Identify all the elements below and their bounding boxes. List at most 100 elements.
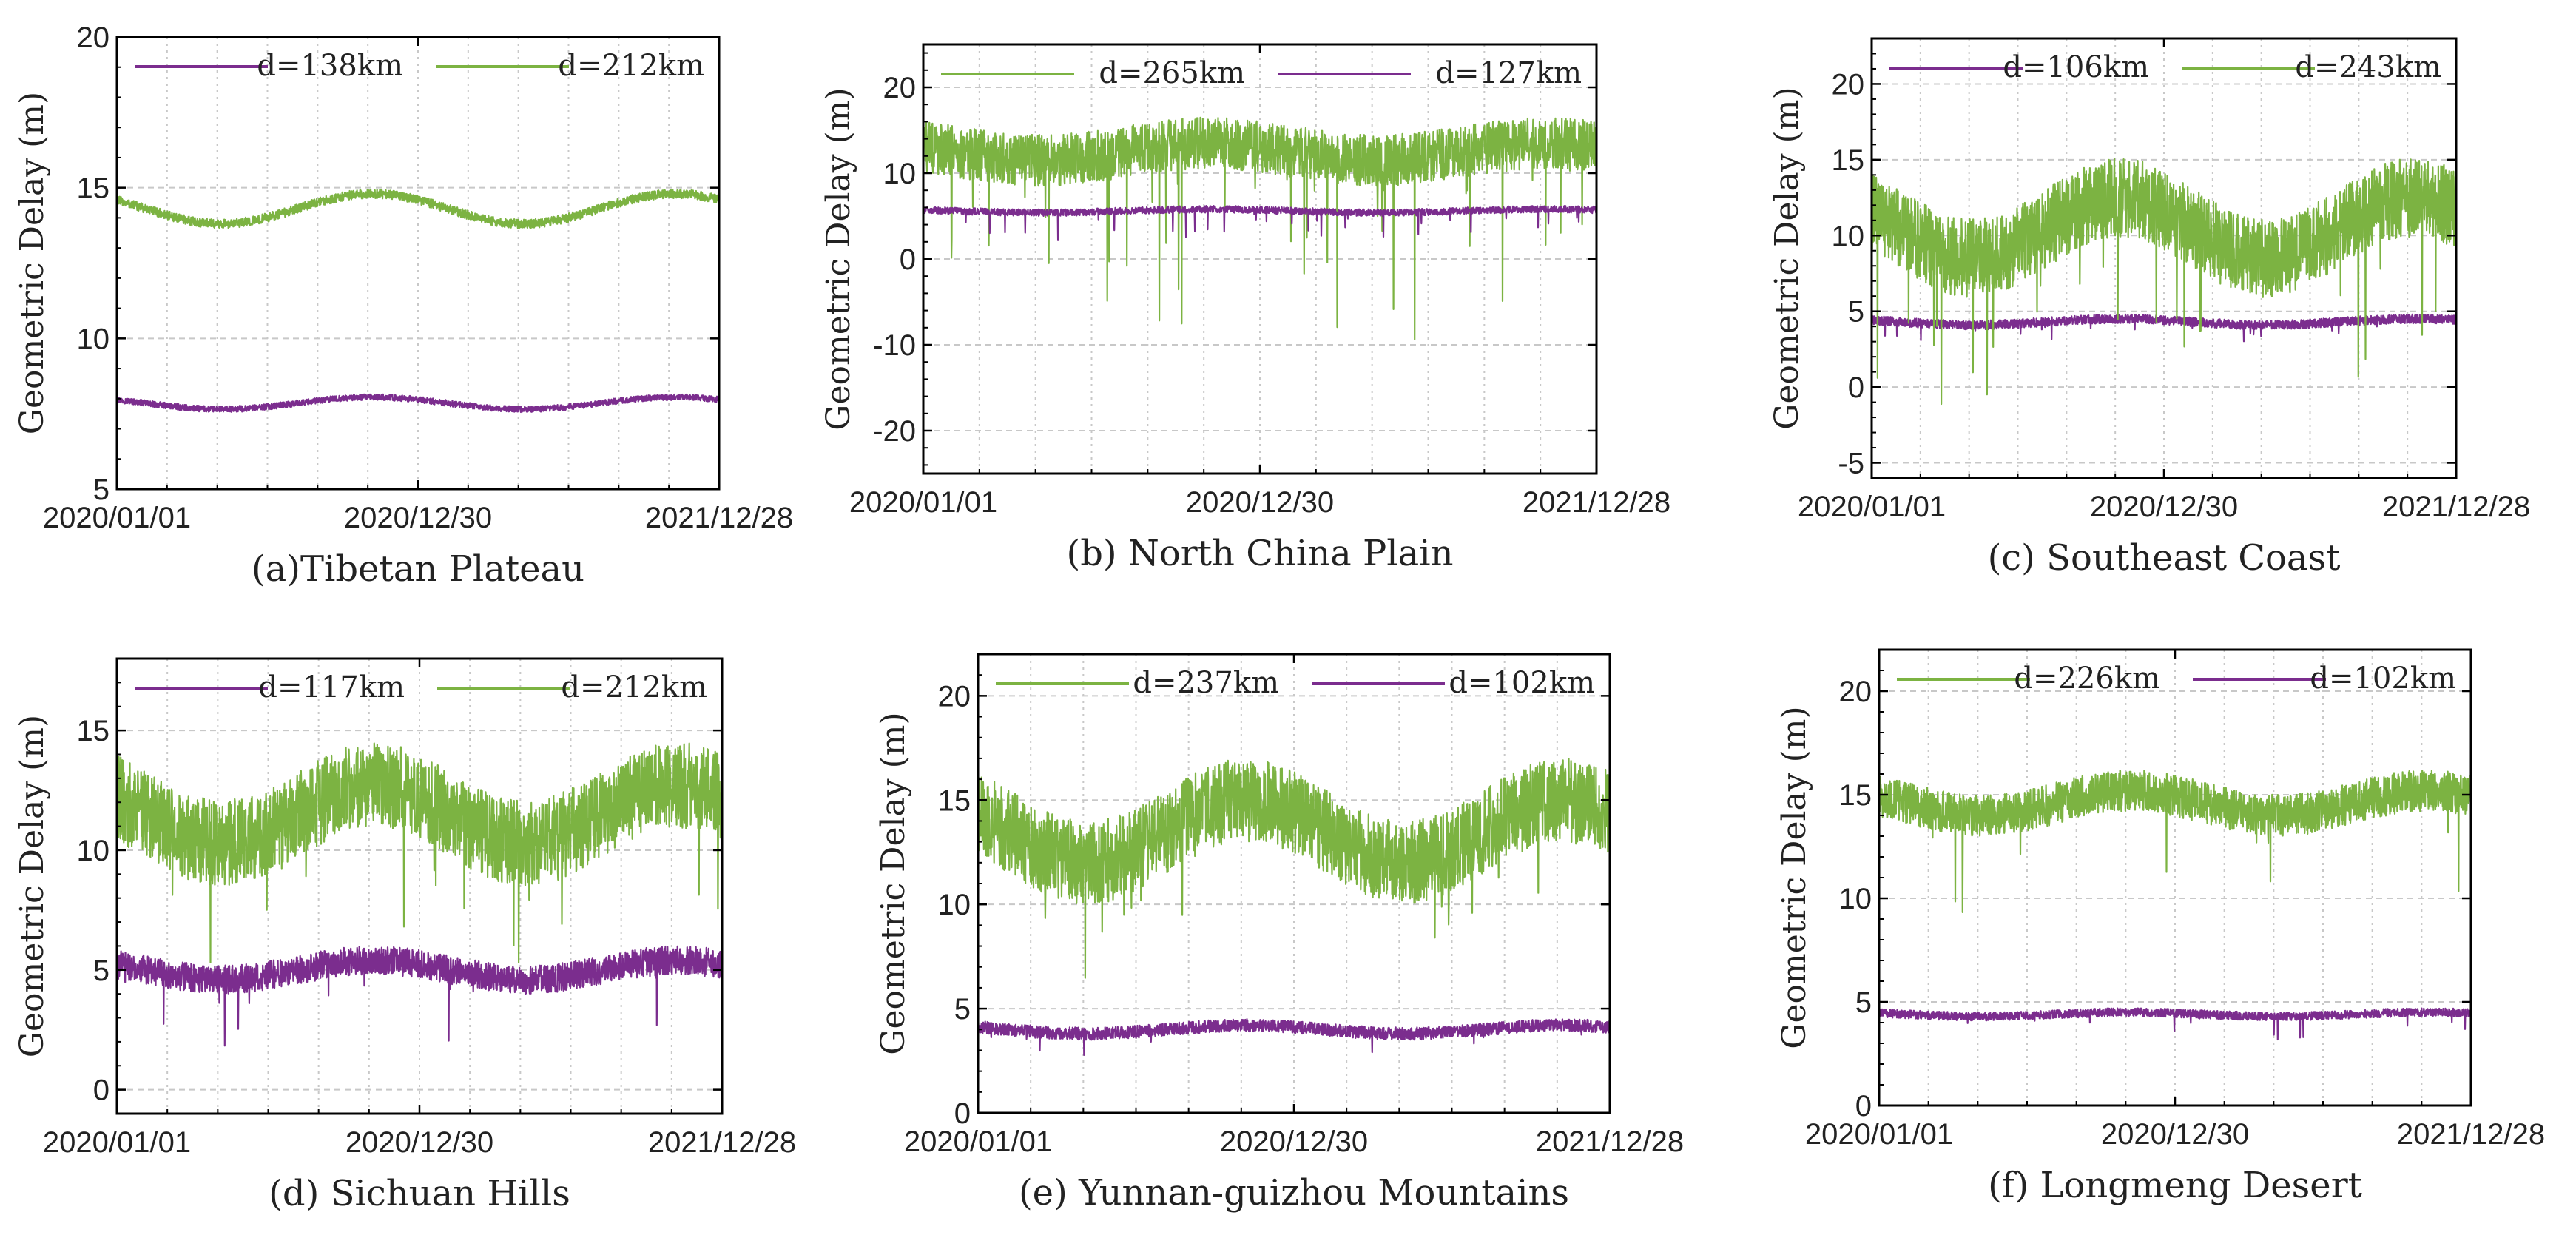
x-tick-label: 2020/12/30 xyxy=(2090,491,2238,523)
chart-panel-b: -20 -10 0 10 20 2020/01/01 2020/12/30 2021/12/2… xyxy=(820,43,1670,574)
x-tick-label: 2021/12/28 xyxy=(1523,486,1670,519)
y-tick-label: 15 xyxy=(77,715,110,747)
series-group xyxy=(117,188,719,414)
series-line-d=226km xyxy=(1879,770,2471,913)
x-tick-label: 2020/01/01 xyxy=(904,1125,1052,1158)
legend-label: d=117km xyxy=(258,670,405,704)
x-tick-label: 2021/12/28 xyxy=(2397,1118,2545,1151)
y-tick-label: 5 xyxy=(1855,986,1872,1019)
y-tick-label: 15 xyxy=(938,784,971,817)
y-axis-label: Geometric Delay (m) xyxy=(13,92,51,434)
x-tick-label: 2020/01/01 xyxy=(43,1126,191,1159)
y-tick-label: 10 xyxy=(1832,220,1865,252)
legend-label: d=243km xyxy=(2295,50,2441,84)
legend-label: d=138km xyxy=(257,49,403,83)
legend-label: d=102km xyxy=(2310,662,2456,696)
y-tick-label: -20 xyxy=(873,415,916,448)
grid xyxy=(117,37,719,489)
y-tick-label: 20 xyxy=(938,680,971,713)
legend: d=265km d=127km xyxy=(941,56,1582,90)
series-line-d=117km xyxy=(117,945,722,1047)
y-tick-label: 5 xyxy=(93,955,109,987)
x-tick-label: 2020/12/30 xyxy=(1220,1125,1368,1158)
x-tick-label: 2020/01/01 xyxy=(43,502,191,534)
legend-label: d=106km xyxy=(2003,50,2149,84)
y-tick-label: 15 xyxy=(1839,779,1872,812)
y-tick-label: -10 xyxy=(873,329,916,362)
x-tick-label: 2021/12/28 xyxy=(645,502,793,534)
series-group xyxy=(1872,158,2456,406)
panel-caption: (c) Southeast Coast xyxy=(1988,537,2341,579)
y-axis-label: Geometric Delay (m) xyxy=(1776,706,1813,1049)
legend-label: d=237km xyxy=(1133,666,1279,700)
y-tick-label: 15 xyxy=(1832,144,1865,177)
y-tick-label: 0 xyxy=(900,243,916,276)
y-tick-label: 10 xyxy=(1839,883,1872,915)
y-axis-label: Geometric Delay (m) xyxy=(874,712,912,1054)
y-tick-label: 15 xyxy=(77,172,110,205)
legend-label: d=212km xyxy=(558,49,704,83)
y-tick-label: 20 xyxy=(77,21,110,54)
panel-caption: (f) Longmeng Desert xyxy=(1988,1165,2362,1206)
legend: d=226km d=102km xyxy=(1897,662,2456,696)
x-tick-label: 2020/01/01 xyxy=(1798,491,1946,523)
x-tick-label: 2020/01/01 xyxy=(1805,1118,1953,1151)
y-tick-label: 0 xyxy=(93,1074,109,1107)
series-line-d=127km xyxy=(923,205,1596,241)
legend-label: d=127km xyxy=(1435,56,1582,90)
legend: d=106km d=243km xyxy=(1889,50,2441,84)
chart-panel-a: 5 10 15 20 2020/01/01 2020/12/30 2021/12/28 Geo… xyxy=(13,21,793,590)
chart-panel-e: 0 5 10 15 20 2020/01/01 2020/12/30 2021/12/28 Ge… xyxy=(874,653,1684,1214)
x-tick-label: 2020/12/30 xyxy=(1186,486,1334,519)
y-tick-label: 0 xyxy=(1848,371,1864,404)
y-tick-label: 10 xyxy=(938,889,971,921)
x-tick-label: 2020/12/30 xyxy=(344,502,492,534)
y-tick-label: 10 xyxy=(77,323,110,355)
y-tick-label: 5 xyxy=(954,993,971,1026)
grid xyxy=(923,44,1596,474)
panel-caption: (d) Sichuan Hills xyxy=(269,1173,570,1214)
chart-panel-c: -5 0 5 10 15 20 2020/01/01 2020/12/30 2021/12/28… xyxy=(1768,37,2530,579)
x-tick-label: 2021/12/28 xyxy=(2382,491,2530,523)
panel-caption: (e) Yunnan-guizhou Mountains xyxy=(1019,1172,1569,1214)
legend-label: d=102km xyxy=(1449,666,1595,700)
legend-label: d=212km xyxy=(561,670,707,704)
y-tick-label: 20 xyxy=(1839,676,1872,708)
y-tick-label: -5 xyxy=(1838,448,1864,480)
legend: d=138km d=212km xyxy=(135,49,704,83)
series-line-d=237km xyxy=(978,758,1610,979)
series-line-d=102km xyxy=(1879,1007,2471,1041)
x-tick-label: 2020/12/30 xyxy=(2101,1118,2249,1151)
y-axis-label: Geometric Delay (m) xyxy=(820,87,857,430)
y-axis-label: Geometric Delay (m) xyxy=(1768,87,1806,429)
series-group xyxy=(978,758,1610,1056)
y-tick-label: 10 xyxy=(883,158,917,190)
legend-label: d=265km xyxy=(1099,56,1245,90)
series-line-d=102km xyxy=(978,1018,1610,1056)
y-axis-label: Geometric Delay (m) xyxy=(13,715,51,1057)
series-group xyxy=(117,742,722,1047)
x-tick-label: 2020/12/30 xyxy=(345,1126,493,1159)
y-tick-label: 5 xyxy=(93,474,109,506)
y-tick-label: 0 xyxy=(954,1097,971,1130)
series-line-d=212km xyxy=(117,742,722,964)
y-tick-label: 10 xyxy=(77,835,110,867)
x-tick-label: 2021/12/28 xyxy=(648,1126,796,1159)
series-group xyxy=(1879,770,2471,1041)
series-line-d=138km xyxy=(117,393,719,414)
panel-caption: (b) North China Plain xyxy=(1066,533,1453,574)
legend-label: d=226km xyxy=(2014,662,2160,696)
series-line-d=212km xyxy=(117,188,719,229)
chart-panel-f: 0 5 10 15 20 2020/01/01 2020/12/30 2021/12/28 Ge… xyxy=(1776,648,2545,1206)
series-line-d=265km xyxy=(923,116,1596,340)
y-tick-label: 5 xyxy=(1848,296,1864,329)
x-tick-label: 2021/12/28 xyxy=(1536,1125,1684,1158)
panel-caption: (a)Tibetan Plateau xyxy=(252,548,584,590)
chart-panel-d: 0 5 10 15 2020/01/01 2020/12/30 2021/12/28 Geom… xyxy=(13,657,796,1214)
legend: d=117km d=212km xyxy=(135,670,707,704)
legend: d=237km d=102km xyxy=(996,666,1595,700)
series-line-d=243km xyxy=(1872,158,2456,406)
series-group xyxy=(923,116,1596,340)
y-tick-label: 20 xyxy=(883,72,917,104)
